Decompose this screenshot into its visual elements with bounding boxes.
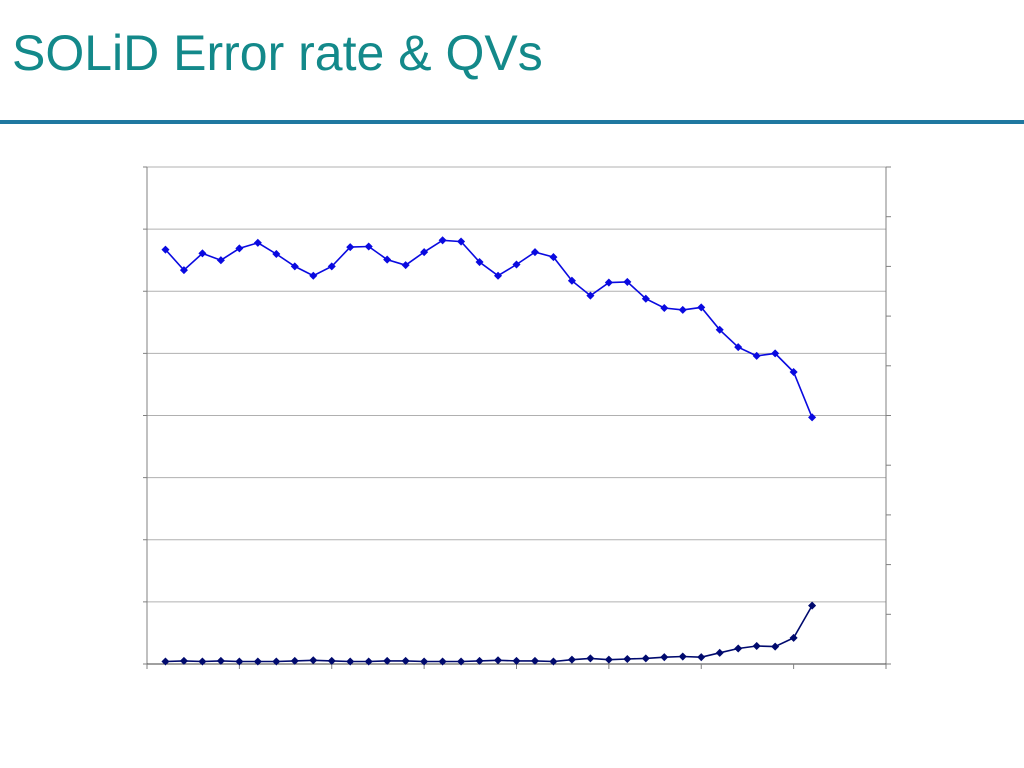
series-2-point bbox=[604, 655, 613, 664]
series-2-point bbox=[364, 657, 373, 666]
series-1-point bbox=[309, 271, 318, 280]
series-2-point bbox=[290, 656, 299, 665]
series-1-point bbox=[161, 245, 170, 254]
series-2-point bbox=[715, 648, 724, 657]
series-2-point bbox=[771, 642, 780, 651]
series-2-point bbox=[549, 657, 558, 666]
series-2-point bbox=[512, 656, 521, 665]
series-2-point bbox=[567, 655, 576, 664]
series-2-point bbox=[789, 633, 798, 642]
series-2-point bbox=[346, 657, 355, 666]
series-2-point bbox=[420, 657, 429, 666]
series-2-point bbox=[530, 656, 539, 665]
series-2-point bbox=[623, 655, 632, 664]
series-2-point bbox=[327, 656, 336, 665]
series-1-point bbox=[604, 278, 613, 287]
series-1-point bbox=[475, 258, 484, 267]
series-1-point bbox=[179, 266, 188, 275]
series-1-line bbox=[164, 239, 813, 418]
series-2-point bbox=[198, 657, 207, 666]
series-1-point bbox=[623, 277, 632, 286]
series-1-point bbox=[641, 294, 650, 303]
series-2-point bbox=[808, 601, 817, 610]
series-1-point bbox=[567, 276, 576, 285]
series-2-point bbox=[457, 657, 466, 666]
slide-title: SOLiD Error rate & QVs bbox=[12, 25, 543, 81]
series-2-point bbox=[678, 652, 687, 661]
series-1-point bbox=[401, 261, 410, 270]
series-2-point bbox=[475, 656, 484, 665]
series-1-point bbox=[364, 242, 373, 251]
series-1-point bbox=[734, 343, 743, 352]
series-1-point bbox=[586, 291, 595, 300]
series-2-point bbox=[161, 657, 170, 666]
series-1-point bbox=[383, 255, 392, 264]
series-1-point bbox=[457, 237, 466, 246]
title-rule bbox=[0, 120, 1024, 124]
series-1-point bbox=[272, 249, 281, 258]
series-layer bbox=[161, 236, 817, 666]
series-2-point bbox=[235, 657, 244, 666]
series-1-point bbox=[808, 413, 817, 422]
series-1-point bbox=[346, 243, 355, 252]
series-2-point bbox=[272, 657, 281, 666]
series-2-point bbox=[383, 656, 392, 665]
series-1-point bbox=[512, 260, 521, 269]
series-1-point bbox=[216, 256, 225, 265]
series-2-point bbox=[179, 656, 188, 665]
series-2-point bbox=[401, 656, 410, 665]
series-1-point bbox=[438, 236, 447, 245]
series-2-point bbox=[660, 653, 669, 662]
series-2-point bbox=[253, 657, 262, 666]
series-2-point bbox=[752, 641, 761, 651]
series-1-point bbox=[715, 325, 724, 334]
series-1-point bbox=[678, 305, 687, 314]
series-2-point bbox=[438, 657, 447, 666]
series-1-point bbox=[494, 271, 503, 280]
series-1-point bbox=[771, 349, 780, 358]
gridlines bbox=[147, 166, 886, 603]
series-2-point bbox=[309, 656, 318, 665]
series-1-point bbox=[420, 248, 429, 257]
series-1-point bbox=[290, 262, 299, 271]
series-1-point bbox=[660, 303, 669, 313]
series-1-point bbox=[752, 351, 761, 360]
series-1-point bbox=[327, 262, 336, 271]
series-2-point bbox=[216, 656, 225, 665]
series-1-point bbox=[235, 244, 244, 253]
series-1-point bbox=[253, 238, 262, 247]
series-2-point bbox=[734, 644, 743, 653]
series-1-point bbox=[789, 367, 798, 377]
series-1-point bbox=[697, 303, 706, 312]
series-2-point bbox=[494, 656, 503, 665]
series-2-point bbox=[586, 654, 595, 663]
series-2-point bbox=[697, 653, 706, 662]
series-2-point bbox=[641, 654, 650, 663]
series-1-point bbox=[549, 253, 558, 262]
series-1-point bbox=[198, 249, 207, 258]
series-1-point bbox=[530, 248, 539, 257]
